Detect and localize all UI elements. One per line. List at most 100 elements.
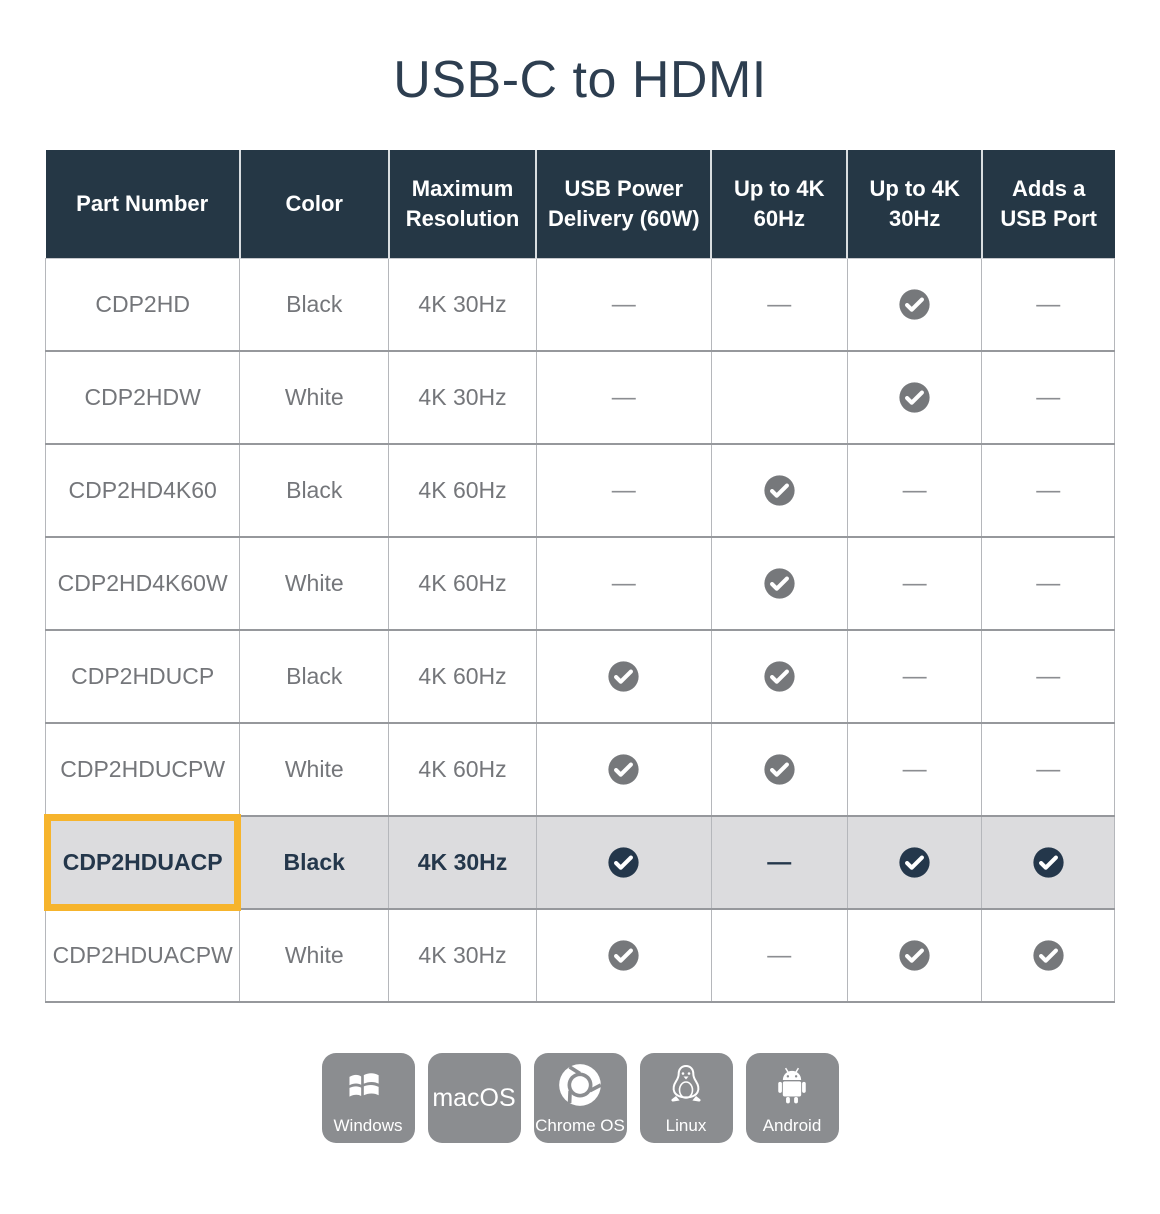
check-circle-icon <box>764 475 795 506</box>
usb-power-delivery-cell <box>535 815 712 910</box>
adds-usb-port-cell: — <box>981 536 1115 631</box>
max-resolution-cell: 4K 60Hz <box>388 536 537 631</box>
up-to-4k-60hz-cell <box>710 722 848 817</box>
column-header-part-number: Part Number <box>45 150 240 259</box>
dash-icon: — <box>1036 476 1061 504</box>
os-badge-chrome-os: Chrome OS <box>533 1053 627 1143</box>
dash-icon: — <box>902 755 927 783</box>
max-resolution-cell: 4K 30Hz <box>388 350 537 445</box>
up-to-4k-30hz-cell <box>846 350 983 445</box>
table-row-cdp2hdw: CDP2HDW White 4K 30Hz — — <box>44 350 1115 445</box>
up-to-4k-30hz-cell: — <box>846 536 983 631</box>
part-number-cell: CDP2HDUACPW <box>44 908 241 1003</box>
check-circle-icon <box>899 382 930 413</box>
adds-usb-port-cell <box>981 908 1115 1003</box>
color-cell: White <box>239 908 390 1003</box>
up-to-4k-60hz-cell: — <box>710 258 848 352</box>
table-row-cdp2hduacpw: CDP2HDUACPW White 4K 30Hz — <box>44 908 1115 1003</box>
column-header-up-to-4k-30hz: Up to 4K 30Hz <box>846 150 982 259</box>
adds-usb-port-cell: — <box>981 350 1115 445</box>
dash-icon: — <box>611 383 636 411</box>
table-row-cdp2hd: CDP2HD Black 4K 30Hz — — — <box>44 258 1115 352</box>
color-cell: Black <box>239 258 390 352</box>
dash-icon: — <box>611 476 636 504</box>
check-circle-icon <box>1033 940 1064 971</box>
table-body: CDP2HD Black 4K 30Hz — — — CDP2HDW White 4K 30Hz… <box>44 258 1115 1003</box>
part-number-cell: CDP2HDUACP <box>44 814 242 911</box>
up-to-4k-60hz-cell: — <box>710 908 848 1003</box>
column-header-adds-a-usb-port: Adds a USB Port <box>980 150 1115 259</box>
up-to-4k-30hz-cell: — <box>846 722 983 817</box>
table-row-cdp2hd4k60w: CDP2HD4K60W White 4K 60Hz — — — <box>44 536 1115 631</box>
table-row-cdp2hducp: CDP2HDUCP Black 4K 60Hz — — <box>44 629 1115 724</box>
color-cell: White <box>239 350 390 445</box>
table-header: Part Number Color Maximum Resolution USB Po… <box>45 150 1115 259</box>
check-circle-icon <box>608 661 639 692</box>
highlight-frame <box>44 814 242 911</box>
dash-icon: — <box>767 941 792 969</box>
color-cell: Black <box>239 443 390 538</box>
max-resolution-cell: 4K 30Hz <box>388 908 537 1003</box>
usb-power-delivery-cell: — <box>535 258 712 352</box>
up-to-4k-60hz-cell: — <box>710 815 848 910</box>
color-cell: White <box>239 722 390 817</box>
usb-power-delivery-cell <box>535 722 712 817</box>
usb-power-delivery-cell <box>535 629 712 724</box>
part-number-cell: CDP2HD4K60 <box>44 443 241 538</box>
column-header-color: Color <box>238 150 389 259</box>
part-number-cell: CDP2HDW <box>44 350 241 445</box>
table-row-cdp2hducpw: CDP2HDUCPW White 4K 60Hz — — <box>44 722 1115 817</box>
os-badges: Windows macOS Chrome OS Linux Android <box>0 1053 1160 1143</box>
android-logo-icon <box>746 1053 839 1117</box>
adds-usb-port-cell <box>981 815 1115 910</box>
part-number-cell: CDP2HDUCP <box>44 629 241 724</box>
up-to-4k-60hz-cell <box>710 443 848 538</box>
max-resolution-cell: 4K 30Hz <box>388 258 537 352</box>
check-circle-icon <box>608 940 639 971</box>
linux-logo-icon <box>640 1053 733 1117</box>
page-title: USB-C to HDMI <box>393 51 767 109</box>
dash-icon: — <box>1036 383 1061 411</box>
color-cell: Black <box>239 815 390 910</box>
column-header-up-to-4k-60hz: Up to 4K 60Hz <box>710 150 848 259</box>
comparison-table: Part Number Color Maximum Resolution USB Po… <box>44 150 1115 1003</box>
dash-icon: — <box>1036 755 1061 783</box>
dash-icon: — <box>902 569 927 597</box>
dash-icon: — <box>767 848 792 876</box>
dash-icon: — <box>611 569 636 597</box>
usb-power-delivery-cell: — <box>535 536 712 631</box>
dash-icon: — <box>1036 290 1061 318</box>
check-circle-icon <box>899 940 930 971</box>
up-to-4k-30hz-cell <box>846 258 983 352</box>
table-row-cdp2hduacp: CDP2HDUACP Black 4K 30Hz — <box>44 814 1115 911</box>
dash-icon: — <box>1036 569 1061 597</box>
max-resolution-cell: 4K 30Hz <box>388 815 537 910</box>
usb-power-delivery-cell: — <box>535 443 712 538</box>
os-badge-windows: Windows <box>321 1053 415 1143</box>
os-badge-label: Android <box>762 1116 822 1135</box>
os-badge-label: Linux <box>665 1116 707 1135</box>
os-badge-label: Chrome OS <box>535 1116 625 1135</box>
column-header-maximum-resolution: Maximum Resolution <box>387 150 537 259</box>
part-number-cell: CDP2HDUCPW <box>44 722 241 817</box>
up-to-4k-30hz-cell: — <box>846 443 983 538</box>
dash-icon: — <box>767 290 792 318</box>
check-circle-icon <box>764 568 795 599</box>
usb-power-delivery-cell: — <box>535 350 712 445</box>
os-badge-android: Android <box>745 1053 839 1143</box>
adds-usb-port-cell: — <box>981 722 1115 817</box>
up-to-4k-30hz-cell <box>846 815 983 910</box>
up-to-4k-60hz-cell <box>710 536 848 631</box>
part-number-cell: CDP2HD <box>44 258 241 352</box>
max-resolution-cell: 4K 60Hz <box>388 629 537 724</box>
check-circle-icon <box>764 754 795 785</box>
dash-icon: — <box>611 290 636 318</box>
os-badge-linux: Linux <box>639 1053 733 1143</box>
check-circle-icon <box>1033 847 1064 878</box>
dash-icon: — <box>1036 662 1061 690</box>
os-badge-label: Windows <box>333 1116 403 1135</box>
up-to-4k-60hz-cell <box>710 350 848 445</box>
os-badge-macos: macOS <box>427 1053 521 1143</box>
max-resolution-cell: 4K 60Hz <box>388 443 537 538</box>
adds-usb-port-cell: — <box>981 629 1115 724</box>
